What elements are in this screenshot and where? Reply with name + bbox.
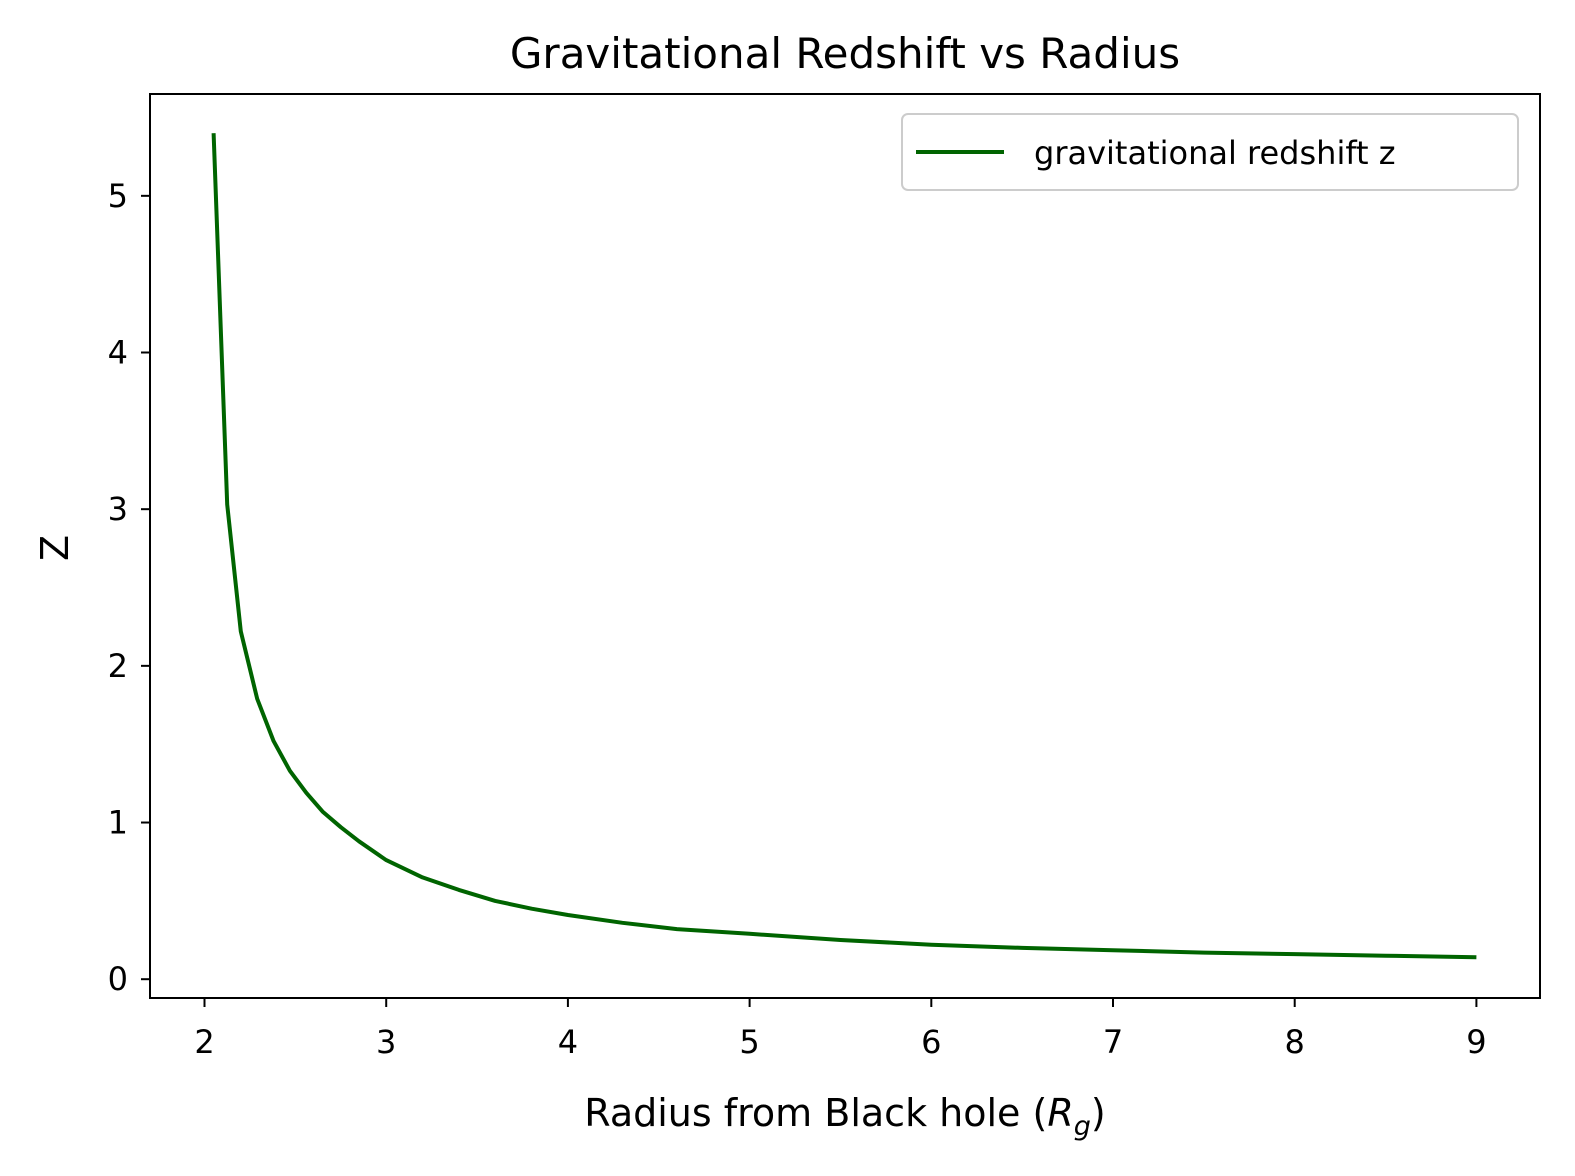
legend-label: gravitational redshift z <box>1034 134 1396 172</box>
x-axis-label: Radius from Black hole (Rg) <box>584 1091 1105 1142</box>
series-line <box>211 133 1477 960</box>
x-tick-label: 4 <box>558 1023 578 1061</box>
plot-area: 2 3 4 5 6 7 8 9 0 1 2 3 4 5 <box>108 93 1541 1061</box>
y-tick-label: 2 <box>108 647 128 685</box>
x-tick-label: 3 <box>376 1023 396 1061</box>
x-axis: 2 3 4 5 6 7 8 9 <box>194 998 1487 1061</box>
x-tick-label: 2 <box>194 1023 214 1061</box>
x-tick-label: 5 <box>739 1023 759 1061</box>
x-tick-label: 6 <box>921 1023 941 1061</box>
axes-frame <box>149 93 1541 999</box>
y-axis: 0 1 2 3 4 5 <box>108 177 150 998</box>
x-tick-label: 9 <box>1466 1023 1486 1061</box>
y-tick-label: 1 <box>108 804 128 842</box>
legend-box <box>901 113 1519 191</box>
y-tick-label: 5 <box>108 177 128 215</box>
x-tick-label: 7 <box>1103 1023 1123 1061</box>
legend: gravitational redshift z <box>901 113 1519 191</box>
chart-title: Gravitational Redshift vs Radius <box>510 29 1180 78</box>
y-axis-label: Z <box>33 535 77 561</box>
y-tick-label: 3 <box>108 490 128 528</box>
x-tick-label: 8 <box>1285 1023 1305 1061</box>
y-tick-label: 0 <box>108 960 128 998</box>
y-tick-label: 4 <box>108 334 128 372</box>
